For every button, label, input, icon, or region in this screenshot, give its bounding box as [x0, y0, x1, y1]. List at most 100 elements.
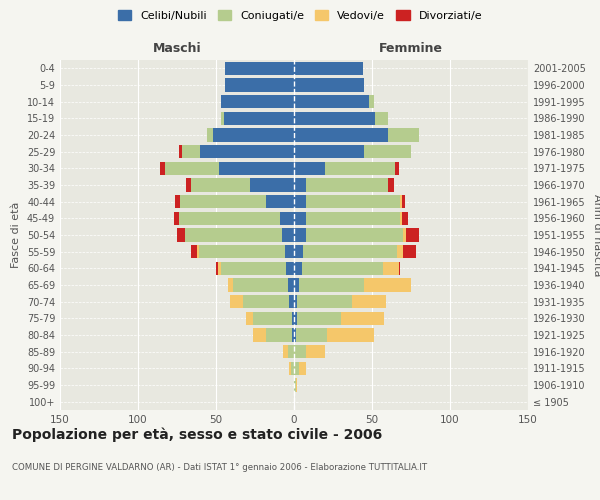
Bar — [284, 245, 294, 258]
Bar — [397, 245, 403, 258]
Bar — [401, 212, 408, 225]
Bar — [289, 362, 291, 375]
Bar — [294, 278, 299, 291]
Bar — [216, 262, 218, 275]
Bar — [294, 362, 299, 375]
Bar — [229, 278, 233, 291]
Text: Maschi: Maschi — [152, 42, 202, 55]
Bar — [294, 245, 304, 258]
Bar — [294, 162, 325, 175]
Y-axis label: Fasce di età: Fasce di età — [11, 202, 21, 268]
Bar — [226, 78, 294, 92]
Bar — [179, 145, 182, 158]
Bar — [369, 95, 374, 108]
Bar — [180, 195, 266, 208]
Bar — [327, 328, 374, 342]
Bar — [164, 162, 219, 175]
Bar — [307, 228, 403, 241]
Bar — [388, 178, 394, 192]
Bar — [292, 328, 294, 342]
Bar — [294, 345, 307, 358]
Bar — [197, 245, 199, 258]
Bar — [292, 312, 294, 325]
Bar — [294, 145, 364, 158]
Bar — [221, 112, 224, 125]
Bar — [297, 295, 352, 308]
Bar — [177, 228, 185, 241]
Bar — [304, 245, 397, 258]
Bar — [206, 128, 213, 141]
Bar — [401, 195, 405, 208]
Bar — [294, 228, 307, 241]
Text: COMUNE DI PERGINE VALDARNO (AR) - Dati ISTAT 1° gennaio 2006 - Elaborazione TUTT: COMUNE DI PERGINE VALDARNO (AR) - Dati I… — [12, 462, 427, 471]
Bar — [403, 245, 416, 258]
Bar — [406, 228, 419, 241]
Bar — [291, 362, 294, 375]
Bar — [233, 278, 288, 291]
Bar — [400, 212, 401, 225]
Bar — [403, 228, 406, 241]
Bar — [250, 178, 294, 192]
Bar — [187, 178, 191, 192]
Bar — [398, 262, 400, 275]
Bar — [175, 195, 180, 208]
Bar — [294, 328, 296, 342]
Bar — [253, 328, 266, 342]
Bar — [294, 262, 302, 275]
Bar — [266, 328, 292, 342]
Bar — [383, 262, 398, 275]
Bar — [294, 295, 297, 308]
Bar — [395, 162, 398, 175]
Bar — [185, 228, 281, 241]
Bar — [341, 312, 385, 325]
Bar — [352, 295, 386, 308]
Bar — [307, 212, 400, 225]
Bar — [388, 128, 419, 141]
Legend: Celibi/Nubili, Coniugati/e, Vedovi/e, Divorziati/e: Celibi/Nubili, Coniugati/e, Vedovi/e, Di… — [113, 6, 487, 25]
Bar — [307, 195, 400, 208]
Bar — [302, 262, 383, 275]
Bar — [213, 128, 294, 141]
Bar — [294, 78, 364, 92]
Bar — [307, 178, 388, 192]
Bar — [325, 162, 395, 175]
Bar — [289, 295, 294, 308]
Text: Popolazione per età, sesso e stato civile - 2006: Popolazione per età, sesso e stato civil… — [12, 428, 382, 442]
Bar — [253, 312, 292, 325]
Bar — [364, 278, 411, 291]
Bar — [224, 112, 294, 125]
Bar — [288, 278, 294, 291]
Bar — [182, 145, 200, 158]
Bar — [218, 262, 221, 275]
Bar — [221, 95, 294, 108]
Bar — [226, 62, 294, 75]
Bar — [294, 178, 307, 192]
Bar — [294, 312, 297, 325]
Bar — [242, 295, 289, 308]
Bar — [294, 128, 388, 141]
Bar — [296, 328, 327, 342]
Bar — [245, 312, 253, 325]
Bar — [174, 212, 179, 225]
Bar — [299, 278, 364, 291]
Bar — [199, 245, 284, 258]
Bar — [307, 345, 325, 358]
Bar — [400, 195, 401, 208]
Bar — [200, 145, 294, 158]
Bar — [219, 162, 294, 175]
Bar — [294, 112, 375, 125]
Bar — [294, 195, 307, 208]
Bar — [375, 112, 388, 125]
Y-axis label: Anni di nascita: Anni di nascita — [592, 194, 600, 276]
Bar — [294, 378, 296, 392]
Bar — [281, 228, 294, 241]
Bar — [294, 212, 307, 225]
Bar — [221, 262, 286, 275]
Bar — [297, 312, 341, 325]
Bar — [191, 178, 250, 192]
Bar — [294, 62, 362, 75]
Bar — [191, 245, 197, 258]
Bar — [364, 145, 411, 158]
Bar — [230, 295, 242, 308]
Text: Femmine: Femmine — [379, 42, 443, 55]
